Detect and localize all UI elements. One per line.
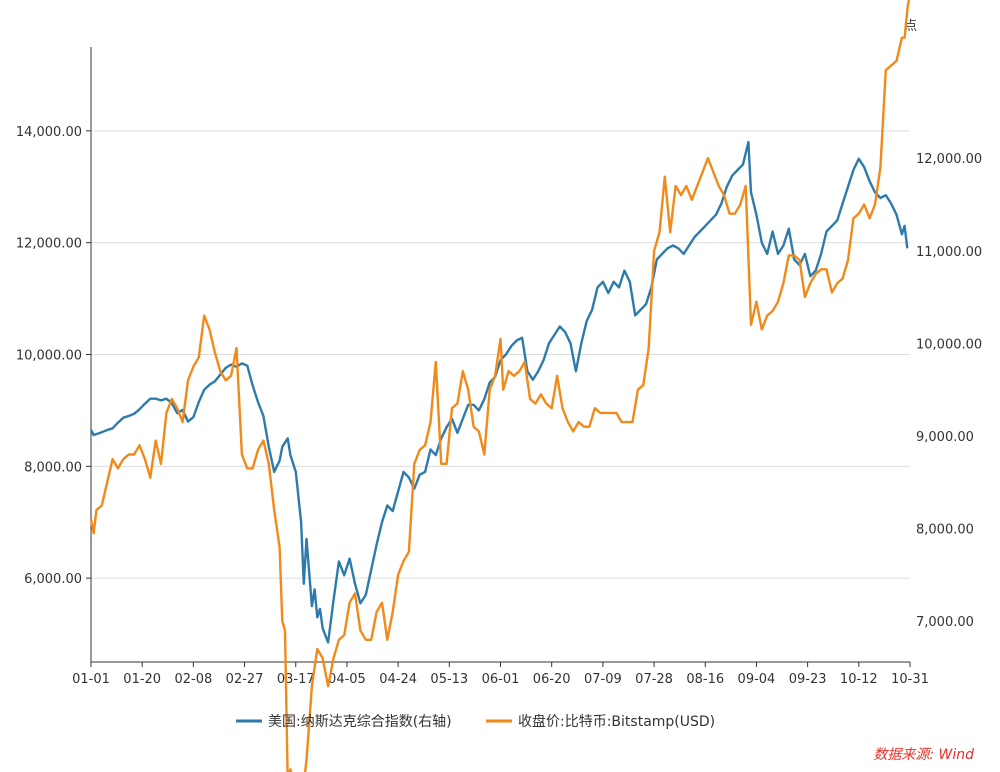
x-tick-label: 06-20: [533, 672, 571, 687]
left-tick-label: 8,000.00: [24, 460, 82, 475]
x-tick-label: 06-01: [482, 672, 520, 687]
x-tick-label: 03-17: [277, 672, 315, 687]
legend: 美国:纳斯达克综合指数(右轴) 收盘价:比特币:Bitstamp(USD): [236, 713, 715, 730]
x-tick-label: 07-09: [584, 672, 622, 687]
left-axis-ticks: 6,000.00 8,000.00 10,000.00 12,000.00 14,000…: [16, 125, 91, 587]
series-line-bitcoin[interactable]: [89, 0, 910, 772]
x-axis-ticks: 01-01 01-20 02-08 02-27 03-17 04-05 04-24 05-13…: [72, 662, 929, 687]
x-tick-label: 10-31: [891, 672, 929, 687]
left-tick-label: 14,000.00: [16, 125, 82, 140]
legend-label-bitcoin: 收盘价:比特币:Bitstamp(USD): [518, 713, 715, 730]
series-lines: [89, 0, 910, 772]
legend-item-bitcoin[interactable]: 收盘价:比特币:Bitstamp(USD): [486, 713, 715, 730]
right-tick-label: 12,000.00: [916, 152, 982, 167]
right-tick-label: 9,000.00: [916, 430, 974, 445]
x-tick-label: 04-05: [328, 672, 366, 687]
x-tick-label: 05-13: [430, 672, 468, 687]
right-tick-label: 8,000.00: [916, 523, 974, 538]
x-tick-label: 09-04: [738, 672, 776, 687]
left-tick-label: 10,000.00: [16, 349, 82, 364]
x-tick-label: 10-12: [840, 672, 878, 687]
x-tick-label: 08-16: [686, 672, 724, 687]
x-tick-label: 01-20: [123, 672, 161, 687]
right-tick-label: 10,000.00: [916, 337, 982, 352]
left-tick-label: 12,000.00: [16, 237, 82, 252]
data-source-note: 数据来源: Wind: [873, 747, 974, 763]
x-tick-label: 01-01: [72, 672, 110, 687]
right-tick-label: 7,000.00: [916, 615, 974, 630]
series-line-nasdaq[interactable]: [89, 140, 909, 644]
right-axis-ticks: 7,000.00 8,000.00 9,000.00 10,000.00 11,000.…: [916, 152, 982, 630]
legend-item-nasdaq[interactable]: 美国:纳斯达克综合指数(右轴): [236, 714, 452, 730]
x-tick-label: 02-27: [226, 672, 264, 687]
x-tick-label: 09-23: [789, 672, 827, 687]
x-tick-label: 07-28: [635, 672, 673, 687]
legend-label-nasdaq: 美国:纳斯达克综合指数(右轴): [268, 714, 452, 730]
left-tick-label: 6,000.00: [24, 572, 82, 587]
x-tick-label: 04-24: [379, 672, 417, 687]
right-tick-label: 11,000.00: [916, 245, 982, 260]
x-tick-label: 02-08: [174, 672, 212, 687]
